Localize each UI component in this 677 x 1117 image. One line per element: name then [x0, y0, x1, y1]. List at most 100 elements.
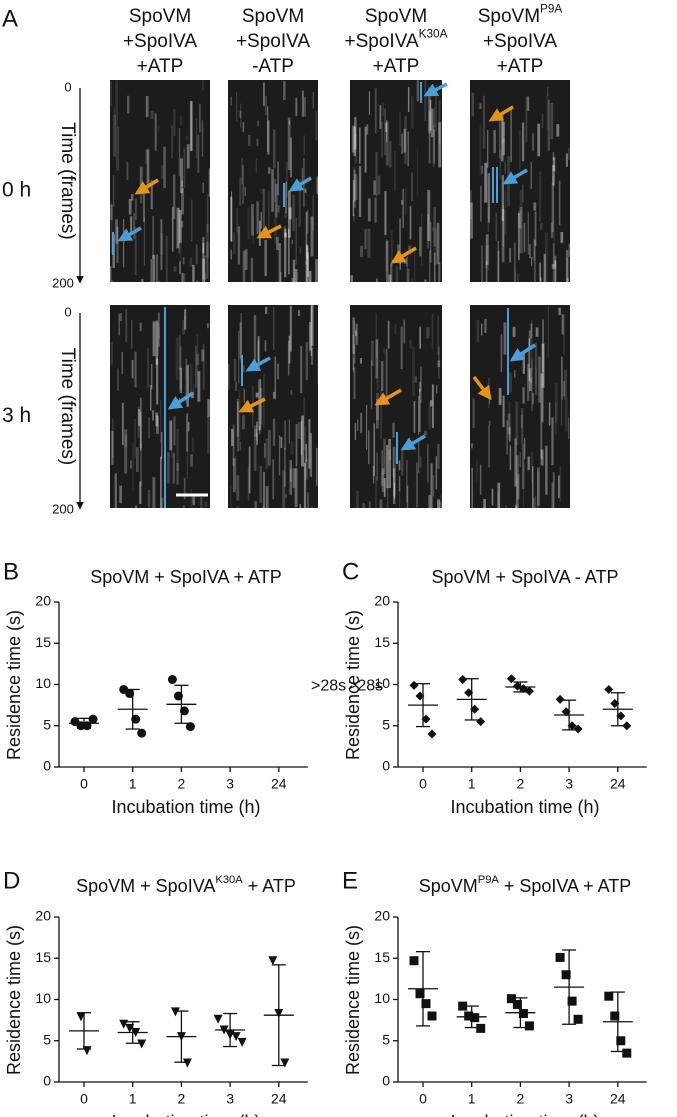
kymograph-streak	[367, 228, 371, 259]
kymograph-streak	[252, 216, 254, 244]
kymograph-streak	[312, 195, 314, 231]
kymograph-streak	[147, 147, 149, 194]
kymograph-streak	[150, 180, 153, 210]
kymograph-streak	[254, 428, 257, 437]
kymograph-streak	[438, 100, 441, 145]
text-segment: SpoVM + SpoIVA	[76, 876, 215, 896]
kymograph-streak	[497, 250, 500, 282]
kymograph-streak	[386, 445, 389, 489]
data-point	[567, 721, 577, 731]
kymograph-streak	[565, 257, 569, 282]
time-tick-label: 200	[52, 501, 74, 516]
x-tick-label: 0	[419, 1091, 427, 1107]
kymograph-streak	[392, 446, 396, 497]
kymograph-streak	[285, 493, 287, 499]
kymograph-streak	[121, 351, 124, 374]
arrow	[509, 343, 536, 362]
kymograph-streak	[406, 460, 408, 503]
kymograph-streak	[379, 105, 382, 130]
kymograph-streak	[194, 346, 198, 388]
kymograph-streak	[500, 334, 503, 373]
kymograph-streak	[497, 240, 499, 282]
kymograph-streak	[376, 452, 378, 481]
kymograph-streak	[377, 175, 381, 195]
kymograph-streak	[273, 306, 275, 350]
kymograph-streak	[278, 435, 281, 476]
kymograph-streak	[552, 165, 555, 186]
kymograph-streak	[522, 184, 524, 203]
kymograph-streak	[552, 472, 555, 508]
kymograph-streak	[558, 180, 561, 226]
text-segment: + ATP	[243, 876, 296, 896]
kymograph-streak	[146, 149, 150, 187]
kymograph-streak	[185, 367, 187, 378]
kymograph-streak	[359, 127, 361, 164]
kymograph-streak	[428, 495, 431, 508]
x-axis-label: Incubation time (h)	[450, 797, 599, 817]
kymograph-streak	[485, 234, 489, 265]
kymograph-streak	[236, 475, 240, 501]
y-tick-label: 5	[382, 716, 390, 732]
kymograph-streak	[398, 111, 402, 146]
kymograph-streak	[385, 348, 388, 401]
kymograph-streak	[165, 235, 168, 282]
superscript: K30A	[215, 874, 243, 886]
data-point	[616, 1036, 626, 1046]
x-tick-label: 0	[419, 776, 427, 792]
kymograph-streak	[528, 338, 531, 382]
kymograph-streak	[113, 114, 116, 157]
kymograph-streak	[301, 90, 304, 117]
kymograph-streak	[562, 314, 565, 356]
kymograph-streak	[202, 258, 205, 282]
kymograph-streak	[354, 423, 357, 441]
x-tick-label: 1	[129, 776, 137, 792]
kymograph-streak	[161, 432, 163, 460]
data-point	[567, 996, 577, 1006]
kymograph-streak	[536, 467, 540, 506]
kymograph-streak	[135, 505, 138, 508]
y-axis-label: Residence time (s)	[343, 610, 363, 760]
kymograph-streak	[521, 408, 524, 445]
kymograph-streak	[480, 185, 482, 222]
kymograph-streak	[145, 149, 148, 164]
kymograph-streak	[135, 198, 137, 221]
kymograph-streak	[376, 278, 378, 282]
kymograph-streak	[435, 84, 438, 132]
kymograph-streak	[419, 389, 421, 432]
kymograph-streak	[418, 442, 420, 473]
kymograph-streak	[303, 397, 306, 450]
kymograph-streak	[430, 463, 433, 508]
kymograph-streak	[427, 214, 430, 249]
kymograph-streak	[304, 426, 306, 481]
kymograph-streak	[190, 364, 193, 399]
kymograph-streak	[540, 277, 542, 282]
kymograph-streak	[515, 401, 519, 445]
data-point	[470, 1013, 480, 1023]
kymograph-streak	[137, 407, 140, 438]
data-point	[125, 689, 135, 699]
arrow	[245, 356, 271, 372]
data-point	[421, 999, 431, 1009]
kymograph-streak	[316, 176, 319, 195]
kymograph-streak	[241, 415, 245, 430]
kymograph-streak	[190, 454, 193, 467]
kymograph-streak	[131, 320, 133, 349]
kymograph-streak	[517, 473, 520, 500]
kymograph-streak	[288, 335, 291, 364]
data-point	[524, 1021, 534, 1031]
kymograph-streak	[354, 174, 358, 201]
kymograph-streak	[267, 106, 269, 152]
kymograph-streak	[197, 134, 200, 173]
kymograph-streak	[288, 207, 292, 220]
kymograph-streak	[429, 99, 432, 131]
kymograph-streak	[113, 107, 115, 116]
kymograph-streak	[547, 99, 550, 151]
kymograph-streak	[554, 260, 557, 269]
kymograph-streak	[509, 372, 512, 393]
data-point	[604, 991, 614, 1001]
kymograph-streak	[545, 445, 548, 495]
kymograph-streak	[300, 346, 303, 394]
data-point	[415, 691, 425, 701]
kymograph-streak	[506, 420, 508, 455]
